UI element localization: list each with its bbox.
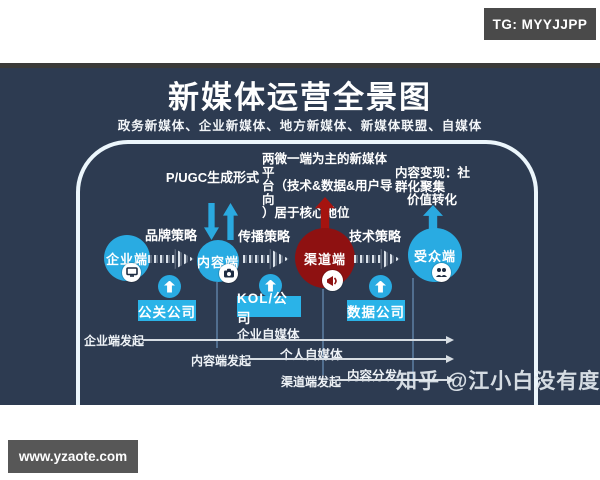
kol-up-arrow-icon: [259, 274, 282, 297]
connector-content-down: [216, 282, 218, 348]
monitor-icon: [125, 267, 138, 277]
diagram-rounded-frame: [76, 140, 538, 405]
flow3-line: [337, 379, 447, 381]
company-data-box: 数据公司: [347, 300, 405, 321]
flow1-label: 企业自媒体: [237, 328, 300, 342]
flow1-line: [143, 339, 446, 341]
channel-badge: [322, 270, 343, 291]
annotation-core-line3: ）居于核心地位: [262, 206, 350, 220]
flow2-label: 个人自媒体: [280, 348, 343, 362]
flow1-arrowhead-icon: [446, 336, 454, 344]
label-tech-strategy: 技术策略: [348, 229, 401, 244]
flow2-line: [248, 358, 446, 360]
zhihu-watermark: 知乎 @江小白没有度数: [396, 370, 600, 393]
flow3-label: 内容分发: [347, 369, 398, 383]
annotation-core-line2: 台（技术&数据&用户导向: [262, 179, 393, 207]
annotation-monetize: 内容变现：社 群化聚集 价值转化: [395, 166, 485, 208]
camera-icon: [223, 268, 234, 278]
node-channel-label: 渠道端: [303, 251, 346, 267]
tg-contact-badge: TG: MYYJJPP: [484, 8, 596, 40]
company-pr-box: 公关公司: [138, 300, 196, 321]
label-brand-strategy: 品牌策略: [144, 228, 197, 243]
company-kol-box: KOL/公司: [237, 291, 301, 326]
people-icon: [436, 268, 447, 277]
flow3-initiator: 渠道端发起: [281, 375, 342, 389]
content-badge: [219, 264, 238, 283]
audience-badge: [432, 263, 451, 282]
connector-channel-down: [322, 289, 324, 375]
page-title: 新媒体运营全景图: [168, 80, 432, 115]
flow1-initiator: 企业端发起: [84, 334, 145, 348]
infographic-panel: 新媒体运营全景图 政务新媒体、企业新媒体、地方新媒体、新媒体联盟、自媒体 P/U…: [0, 63, 600, 405]
annotation-monetize-line3: 价值转化: [407, 193, 458, 207]
flow3-arrowhead-icon: [447, 376, 455, 384]
enterprise-badge: [122, 263, 141, 282]
annotation-core-line1: 两微一端为主的新媒体平: [262, 152, 388, 180]
megaphone-icon: [327, 275, 337, 286]
node-enterprise-label: 企业端: [105, 251, 148, 267]
flow2-arrowhead-icon: [446, 355, 454, 363]
pr-up-arrow-icon: [158, 275, 181, 298]
annotation-core-platform: 两微一端为主的新媒体平 台（技术&数据&用户导向 ）居于核心地位: [262, 152, 398, 221]
panel-top-strip: [0, 63, 600, 68]
annotation-monetize-line1: 内容变现：社: [395, 166, 471, 180]
site-url-badge: www.yzaote.com: [8, 440, 138, 473]
annotation-pugc: P/UGC生成形式: [165, 170, 260, 185]
page-subtitle: 政务新媒体、企业新媒体、地方新媒体、新媒体联盟、自媒体: [117, 119, 483, 133]
data-up-arrow-icon: [369, 275, 392, 298]
annotation-monetize-line2: 群化聚集: [395, 179, 446, 194]
node-audience-label: 受众端: [413, 248, 456, 264]
flow2-initiator: 内容端发起: [191, 354, 252, 368]
label-spread-strategy: 传播策略: [237, 229, 290, 244]
connector-audience-down: [412, 278, 414, 382]
